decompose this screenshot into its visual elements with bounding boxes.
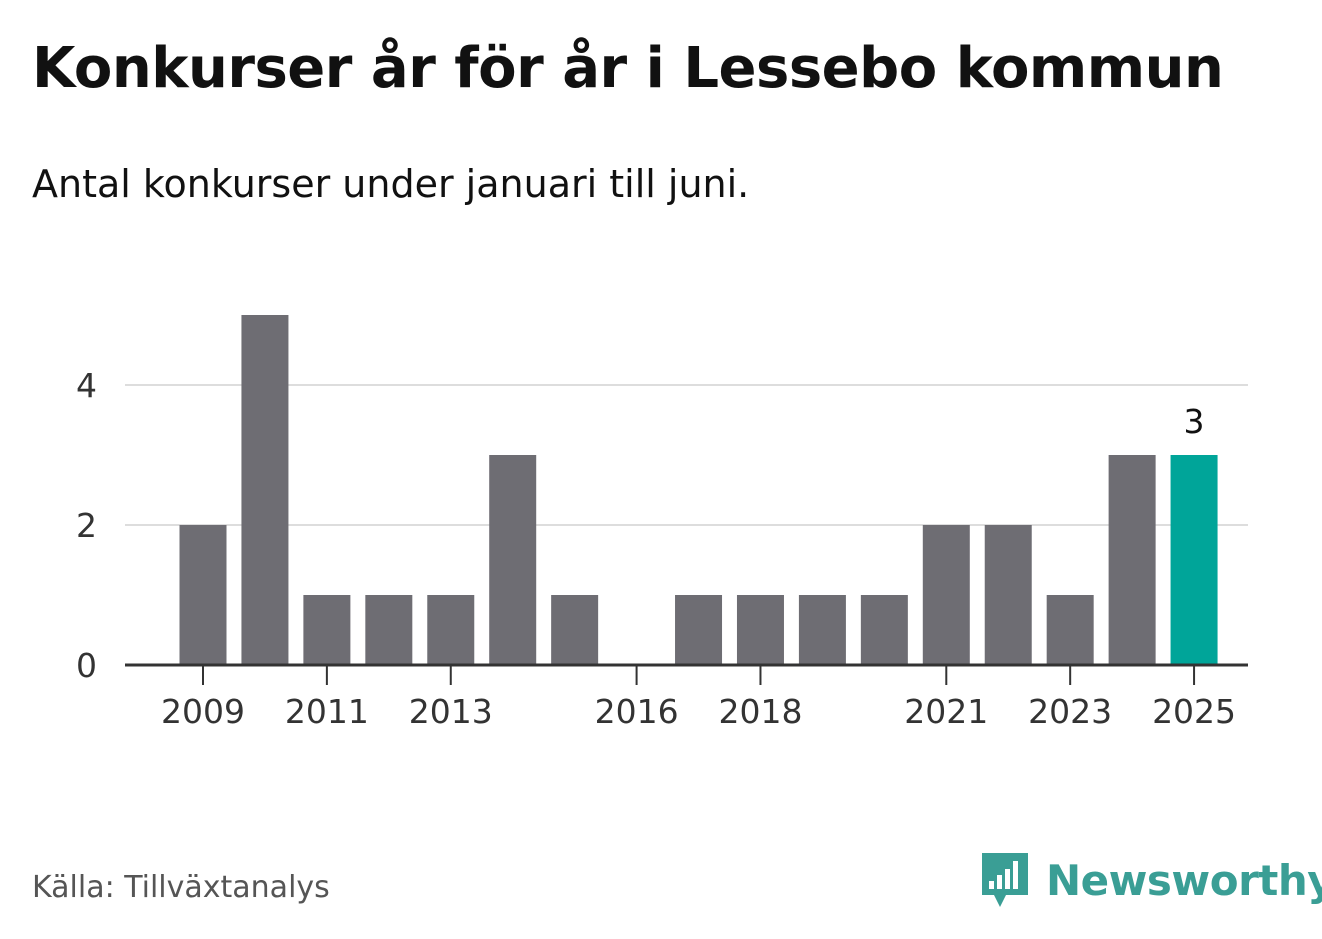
labels: 0 2 4 2009 2011 2013 2016 2018 2021 2023 2025 3 [76,366,1236,731]
chart-subtitle: Antal konkurser under januari till juni. [32,162,750,206]
bars [179,315,1218,665]
bar-2012 [365,595,413,665]
bar-2017 [675,595,723,665]
bar-chart: 0 2 4 2009 2011 2013 2016 2018 2021 2023 2025 3 [76,315,1248,731]
bar-2023 [1046,595,1094,665]
x-tick-label: 2009 [161,692,245,731]
gridlines [125,384,1248,526]
x-tick-label: 2023 [1028,692,1112,731]
bar-2022 [984,525,1032,665]
x-tick-label: 2013 [409,692,493,731]
bar-2011 [303,595,351,665]
bar-2013 [427,595,475,665]
brand-name: Newsworthy [1046,855,1322,905]
bar-2024 [1108,455,1156,665]
y-tick-label: 0 [76,646,97,685]
newsworthy-logo: Newsworthy [980,850,1322,910]
bar-2020 [860,595,908,665]
y-tick-label: 2 [76,506,97,545]
x-tick-label: 2016 [595,692,679,731]
x-tick-label: 2011 [285,692,369,731]
bar-2025 [1170,455,1218,665]
x-tick-label: 2018 [718,692,802,731]
axes [125,663,1248,685]
bar-chart-speech-bubble-icon [982,853,1028,907]
chart-title: Konkurser år för år i Lessebo kommun [32,36,1224,101]
bar-2018 [736,595,784,665]
bar-2009 [179,525,227,665]
data-label: 3 [1184,402,1205,441]
source-note: Källa: Tillväxtanalys [32,870,330,905]
bar-2014 [489,455,537,665]
x-tick-label: 2021 [904,692,988,731]
bar-2010 [241,315,289,665]
x-tick-label: 2025 [1152,692,1236,731]
bar-2021 [922,525,970,665]
y-tick-label: 4 [76,366,97,405]
bar-2019 [798,595,846,665]
bar-2015 [551,595,599,665]
